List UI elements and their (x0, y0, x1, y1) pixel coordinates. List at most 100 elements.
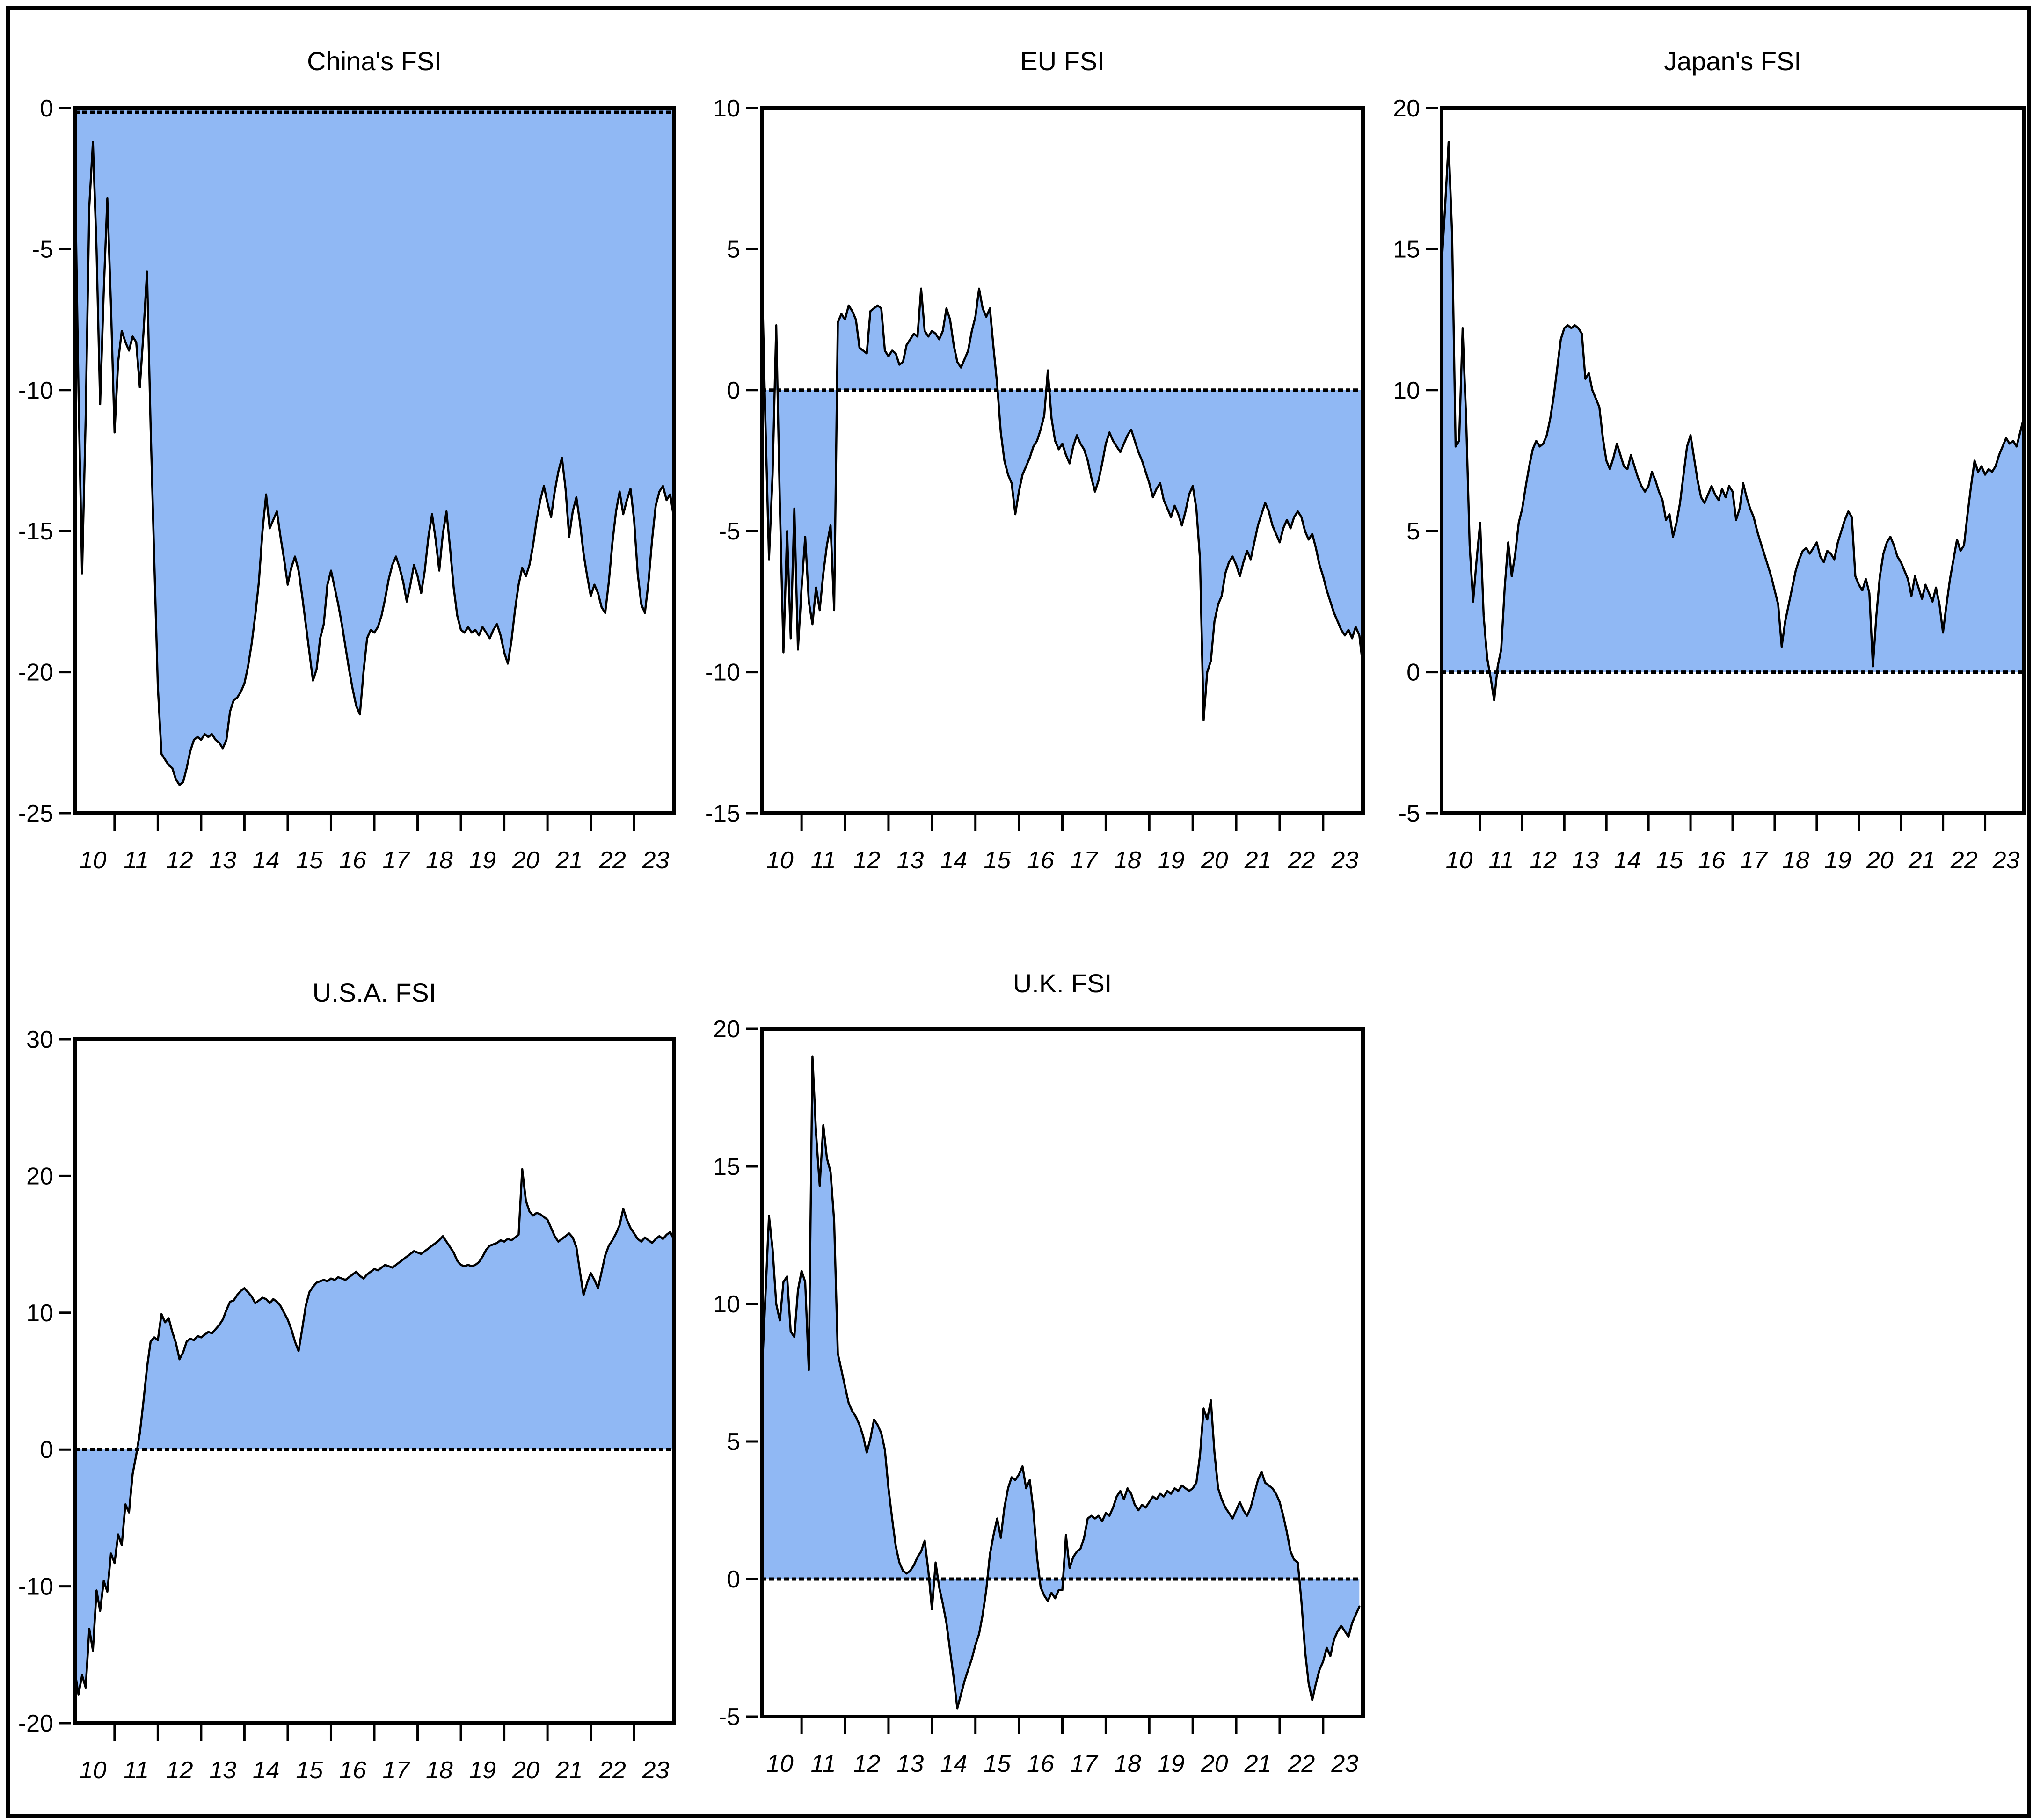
x-tick-label: 14 (253, 847, 280, 874)
x-tick-label: 18 (426, 847, 453, 874)
area-fill (762, 263, 1363, 721)
series-line (760, 1055, 1361, 1710)
x-tick-label: 16 (1698, 847, 1725, 874)
y-tick-label: 15 (1393, 236, 1420, 263)
x-tick-label: 18 (1114, 847, 1141, 874)
y-tick-label: 20 (713, 1016, 740, 1043)
usa-fsi-plot: U.S.A. FSI 30 20 10 0 -10 -20 10 11 12 13 14 15 16 17… (18, 978, 676, 1784)
x-tick-label: 20 (1201, 1750, 1228, 1777)
y-tick-label: 15 (713, 1153, 740, 1180)
x-tick-label: 14 (1614, 847, 1641, 874)
chinas-fsi-plot: China's FSI 0 -5 -10 -15 -20 -25 10 11 12 13 14 15 1… (18, 46, 676, 874)
eu-fsi-plot: EU FSI 10 5 0 -5 -10 -15 10 11 12 13 14 15 16 17 18 19 2… (705, 46, 1365, 874)
x-tick-label: 12 (853, 847, 881, 874)
y-tick-label: -5 (1399, 800, 1420, 827)
x-tick-label: 18 (1782, 847, 1809, 874)
x-tick-label: 12 (853, 1750, 881, 1777)
x-tick-label: 23 (642, 847, 670, 874)
x-tick-label: 20 (1201, 847, 1228, 874)
y-tick-label: 10 (26, 1300, 53, 1327)
x-tick-label: 17 (382, 847, 410, 874)
x-tick-label: 17 (382, 1757, 410, 1784)
y-tick-label: 0 (727, 377, 740, 404)
x-tick-label: 12 (166, 847, 193, 874)
x-tick-label: 15 (984, 847, 1011, 874)
y-tick-label: 0 (40, 95, 53, 122)
plot-border (760, 1027, 1365, 1718)
x-tick-label: 16 (339, 847, 366, 874)
area-fill (1442, 142, 2024, 700)
x-tick-label: 23 (1331, 847, 1358, 874)
x-tick-label: 11 (124, 1757, 149, 1784)
x-tick-label: 21 (1908, 847, 1936, 874)
x-tick-label: 15 (984, 1750, 1011, 1777)
x-tick-label: 19 (1824, 847, 1851, 874)
x-tick-label: 21 (555, 1757, 583, 1784)
x-tick-label: 19 (1158, 847, 1185, 874)
y-tick-label: 0 (40, 1436, 53, 1463)
series-line (73, 141, 675, 786)
x-tick-label: 10 (766, 1750, 794, 1777)
series-line (760, 262, 1364, 721)
x-tick-label: 10 (80, 1757, 107, 1784)
y-tick-label: -15 (705, 800, 740, 827)
chart-chinas-fsi: China's FSI 0 -5 -10 -15 -20 -25 10 11 12 13 14 15 1… (0, 9, 681, 898)
x-tick-label: 23 (642, 1757, 670, 1784)
chart-title: Japan's FSI (1664, 46, 1801, 76)
x-tick-label: 13 (1572, 847, 1599, 874)
y-tick-label: -10 (705, 659, 740, 686)
y-tick-label: 10 (713, 1291, 740, 1318)
y-tick-label: 5 (727, 1428, 740, 1456)
y-tick-label: -5 (719, 1704, 740, 1731)
x-tick-label: 19 (469, 847, 496, 874)
y-tick-label: 0 (727, 1566, 740, 1593)
y-tick-label: -10 (18, 377, 53, 404)
x-tick-label: 22 (598, 847, 626, 874)
y-tick-label: 0 (1406, 659, 1420, 686)
x-tick-label: 19 (469, 1757, 496, 1784)
plot-border (1440, 106, 2026, 815)
chart-uk-fsi: U.K. FSI 20 15 10 5 0 -5 10 11 12 13 14 15 16 17 18 19 2… (687, 936, 1370, 1820)
uk-fsi-plot: U.K. FSI 20 15 10 5 0 -5 10 11 12 13 14 15 16 17 18 19 2… (713, 968, 1365, 1777)
y-tick-label: -20 (18, 1710, 53, 1737)
x-tick-label: 12 (1530, 847, 1557, 874)
x-tick-label: 16 (339, 1757, 366, 1784)
x-tick-label: 21 (555, 847, 583, 874)
x-tick-label: 13 (896, 847, 924, 874)
x-tick-label: 22 (1950, 847, 1978, 874)
y-tick-label: 20 (26, 1163, 53, 1190)
y-tick-label: -5 (719, 518, 740, 545)
series-line (73, 1168, 675, 1696)
chart-title: U.S.A. FSI (313, 978, 437, 1007)
y-tick-label: -25 (18, 800, 53, 827)
x-tick-label: 11 (1488, 847, 1514, 874)
x-tick-label: 11 (124, 847, 149, 874)
x-tick-label: 20 (512, 847, 539, 874)
y-tick-label: -10 (18, 1573, 53, 1601)
area-fill (762, 1056, 1360, 1709)
y-tick-label: 10 (713, 95, 740, 122)
x-tick-label: 19 (1158, 1750, 1185, 1777)
y-tick-label: 5 (1406, 518, 1420, 545)
y-tick-label: 5 (727, 236, 740, 263)
x-tick-label: 13 (209, 1757, 236, 1784)
x-tick-label: 16 (1027, 847, 1054, 874)
chart-title: EU FSI (1020, 46, 1104, 76)
chart-usa-fsi: U.S.A. FSI 30 20 10 0 -10 -20 10 11 12 13 14 15 16 17… (0, 936, 681, 1820)
area-fill (75, 1169, 674, 1695)
x-tick-label: 13 (209, 847, 236, 874)
x-tick-label: 20 (1866, 847, 1894, 874)
chart-title: China's FSI (307, 46, 442, 76)
y-tick-label: -15 (18, 518, 53, 545)
x-tick-label: 22 (1287, 1750, 1315, 1777)
y-tick-label: 30 (26, 1026, 53, 1053)
y-tick-label: -5 (32, 236, 53, 263)
x-tick-label: 18 (1114, 1750, 1141, 1777)
x-tick-label: 17 (1071, 1750, 1099, 1777)
x-tick-label: 14 (940, 1750, 967, 1777)
x-tick-label: 16 (1027, 1750, 1054, 1777)
x-tick-label: 22 (598, 1757, 626, 1784)
x-tick-label: 14 (253, 1757, 280, 1784)
x-tick-label: 17 (1071, 847, 1099, 874)
x-tick-label: 17 (1740, 847, 1768, 874)
